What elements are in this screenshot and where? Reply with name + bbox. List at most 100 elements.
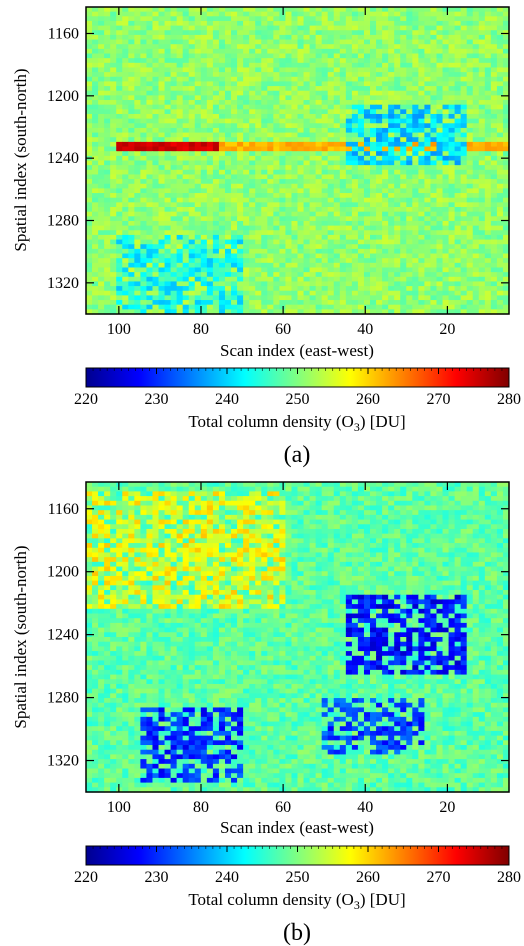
heatmap-cell (460, 295, 468, 301)
heatmap-cell (472, 118, 480, 124)
heatmap-cell (176, 304, 184, 310)
heatmap-cell (261, 183, 268, 190)
heatmap-cell (261, 39, 268, 45)
heatmap-cell (279, 48, 287, 55)
heatmap-cell (176, 67, 184, 73)
heatmap-cell (466, 95, 474, 101)
heatmap-cell (176, 123, 184, 129)
heatmap-cell (309, 76, 317, 83)
heatmap-cell (218, 253, 226, 259)
heatmap-cell (418, 34, 425, 41)
heatmap-cell (400, 48, 407, 55)
heatmap-cell (224, 309, 232, 315)
heatmap-cell (327, 25, 335, 31)
heatmap-cell (231, 276, 238, 283)
plot-frame-a (85, 6, 510, 315)
y-axis-title-a: Spatial index (south-north) (11, 68, 30, 251)
heatmap-cell (490, 39, 498, 45)
heatmap-cell (357, 258, 365, 264)
heatmap-cell (164, 482, 172, 488)
heatmap-cell (363, 179, 371, 185)
heatmap-cell (206, 81, 214, 87)
heatmap-cell (333, 44, 341, 50)
heatmap-cell (291, 202, 299, 208)
heatmap-cell (267, 244, 274, 250)
heatmap-cell (116, 123, 123, 129)
heatmap-cell (194, 141, 202, 148)
heatmap-cell (370, 179, 377, 185)
heatmap-cell (472, 295, 480, 301)
heatmap-cell (297, 58, 305, 64)
heatmap-cell (370, 7, 377, 13)
heatmap-cell (327, 193, 335, 199)
heatmap-cell (122, 486, 129, 492)
heatmap-cell (388, 81, 395, 87)
heatmap-cell (363, 137, 371, 143)
heatmap-cell (345, 7, 353, 13)
heatmap-cell (188, 67, 196, 73)
heatmap-cell (406, 30, 413, 36)
heatmap-cell (243, 496, 250, 502)
heatmap-cell (279, 165, 287, 171)
heatmap-cell (436, 7, 444, 13)
heatmap-cell (261, 155, 268, 162)
heatmap-cell (86, 160, 93, 166)
heatmap-cell (388, 25, 395, 31)
heatmap-cell (164, 174, 172, 180)
heatmap-cell (291, 193, 299, 199)
heatmap-cell (484, 183, 492, 190)
heatmap-cell (182, 137, 190, 143)
heatmap-cell (146, 81, 154, 87)
heatmap-cell (176, 146, 184, 152)
heatmap-cell (152, 160, 160, 166)
heatmap-cell (231, 53, 238, 59)
heatmap-cell (146, 188, 154, 194)
heatmap-cell (116, 491, 123, 497)
heatmap-cell (218, 113, 226, 120)
heatmap-cell (303, 76, 311, 83)
heatmap-cell (418, 272, 425, 278)
heatmap-cell (206, 76, 214, 83)
heatmap-cell (345, 202, 353, 208)
heatmap-cell (339, 11, 347, 17)
heatmap-cell (261, 491, 268, 497)
heatmap-cell (460, 225, 468, 231)
heatmap-cell (212, 86, 220, 92)
heatmap-cell (394, 58, 401, 64)
heatmap-cell (339, 262, 347, 269)
heatmap-cell (394, 286, 401, 292)
heatmap-cell (388, 239, 395, 245)
heatmap-cell (454, 197, 462, 203)
heatmap-cell (448, 286, 456, 292)
heatmap-cell (376, 81, 383, 87)
heatmap-cell (92, 290, 99, 296)
heatmap-cell (116, 151, 123, 157)
heatmap-cell (472, 127, 480, 134)
heatmap-cell (442, 239, 450, 245)
heatmap-cell (412, 295, 419, 301)
heatmap-cell (412, 151, 419, 157)
heatmap-cell (249, 151, 256, 157)
heatmap-cell (412, 72, 419, 78)
heatmap-cell (448, 281, 456, 287)
heatmap-cell (472, 267, 480, 273)
heatmap-cell (339, 216, 347, 222)
heatmap-cell (146, 486, 154, 492)
heatmap-cell (279, 113, 287, 120)
heatmap-cell (255, 141, 262, 148)
heatmap-cell (478, 30, 486, 36)
heatmap-cell (496, 34, 504, 41)
heatmap-cell (448, 123, 456, 129)
heatmap-cell (122, 160, 129, 166)
heatmap-cell (200, 39, 208, 45)
heatmap-cell (285, 155, 293, 162)
heatmap-cell (412, 127, 419, 134)
heatmap-cell (448, 216, 456, 222)
heatmap-cell (382, 281, 389, 287)
heatmap-cell (460, 76, 468, 83)
heatmap-cell (146, 53, 154, 59)
heatmap-cell (394, 486, 401, 492)
heatmap-cell (249, 44, 256, 50)
heatmap-cell (152, 132, 160, 138)
heatmap-cell (158, 76, 166, 83)
